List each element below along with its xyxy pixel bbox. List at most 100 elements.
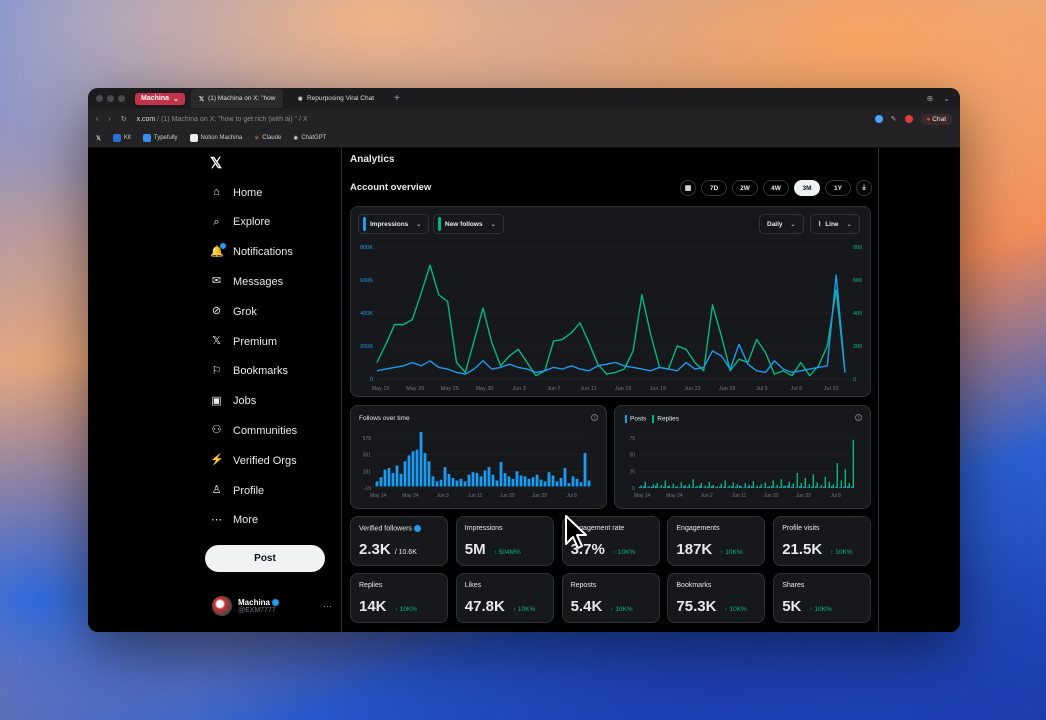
bar-replies xyxy=(692,479,694,488)
tab-repurposing[interactable]: ✺ Repurposing Viral Chat xyxy=(289,89,382,108)
sidebar-item-messages[interactable]: ✉ Messages xyxy=(210,275,283,288)
metric-card-replies[interactable]: Replies 14K ↑ 10K% xyxy=(350,573,448,623)
bar-posts xyxy=(763,487,765,489)
metric-card-bookmarks[interactable]: Bookmarks 75.3K ↑ 10K% xyxy=(667,573,766,623)
metric-card-reposts[interactable]: Reposts 5.4K ↑ 10K% xyxy=(561,573,660,623)
sidebar-item-explore[interactable]: ⌕ Explore xyxy=(210,216,270,229)
bar-follows xyxy=(547,472,551,487)
more-icon[interactable]: ··· xyxy=(323,601,332,611)
metric-card-engagements[interactable]: Engagements 187K ↑ 10K% xyxy=(667,516,766,566)
metric-card-profile-visits[interactable]: Profile visits 21.5K ↑ 10K% xyxy=(773,516,872,566)
browser-profile-pill[interactable]: Machina ⌄ xyxy=(135,92,185,105)
bar-follows xyxy=(463,481,467,487)
new-tab-button[interactable]: + xyxy=(394,93,400,104)
chart-style-dropdown[interactable]: ⌇ Line ⌄ xyxy=(810,214,860,234)
post-button[interactable]: Post xyxy=(205,545,325,572)
y-tick: 50 xyxy=(629,453,635,459)
range-4w[interactable]: 4W xyxy=(763,180,789,196)
sidebar-item-bookmarks[interactable]: ⚐ Bookmarks xyxy=(210,365,288,378)
bar-replies xyxy=(708,481,710,488)
sidebar-item-notifications[interactable]: 🔔 Notifications xyxy=(210,242,293,259)
claude-icon: ✳ xyxy=(254,135,260,142)
sidebar-item-label: Jobs xyxy=(233,395,257,408)
metric-card-likes[interactable]: Likes 47.8K ↑ 10K% xyxy=(455,573,554,623)
bookmark-kit[interactable]: Kit xyxy=(112,134,131,142)
bar-follows xyxy=(383,469,387,487)
maximize-window-button[interactable] xyxy=(118,95,125,102)
chevron-down-icon: ⌄ xyxy=(790,221,796,228)
calendar-button[interactable]: ▦ xyxy=(680,180,696,196)
x-logo-icon[interactable]: 𝕏 xyxy=(210,155,223,172)
bar-follows xyxy=(411,451,415,487)
sidebar-item-profile[interactable]: ♙ Profile xyxy=(210,484,265,497)
forward-icon[interactable]: › xyxy=(108,115,111,123)
range-1y[interactable]: 1Y xyxy=(825,180,851,196)
sidebar-item-premium[interactable]: 𝕏 Premium xyxy=(210,335,277,348)
adblock-icon[interactable] xyxy=(904,115,913,123)
bookmark-typefully[interactable]: Typefully xyxy=(142,134,178,142)
sidebar-item-verified-orgs[interactable]: ⚡ Verified Orgs xyxy=(210,454,297,467)
range-2w[interactable]: 2W xyxy=(732,180,758,196)
sidebar-item-home[interactable]: ⌂ Home xyxy=(210,186,262,199)
bar-follows xyxy=(499,462,503,487)
sidebar-item-communities[interactable]: ⚇ Communities xyxy=(210,424,298,437)
bar-follows xyxy=(399,473,403,487)
extension-icon[interactable] xyxy=(874,115,883,123)
x-logo-icon[interactable]: 𝕏 xyxy=(96,135,101,142)
bar-replies xyxy=(848,483,850,488)
pen-icon[interactable]: ✎ xyxy=(890,116,897,123)
url-field[interactable]: x.com / (1) Machina on X: "how to get ri… xyxy=(137,116,865,123)
bar-follows xyxy=(395,465,399,487)
range-7d[interactable]: 7D xyxy=(701,180,727,196)
bar-follows xyxy=(427,461,431,487)
bookmark-claude[interactable]: ✳ Claude xyxy=(254,135,281,142)
bar-posts xyxy=(639,486,641,488)
sidebar-item-grok[interactable]: ⊘ Grok xyxy=(210,305,257,318)
bar-posts xyxy=(671,487,673,489)
primary-metric-dropdown[interactable]: Impressions ⌄ xyxy=(358,214,430,234)
x-tick: Jun 7 xyxy=(547,386,560,392)
download-icon: ⤓ xyxy=(862,184,866,191)
page-content: 𝕏 ⌂ Home ⌕ Explore 🔔 Notifications ✉ Messages ⊘ G… xyxy=(88,148,960,632)
info-icon[interactable]: i xyxy=(591,414,598,421)
minimize-window-button[interactable] xyxy=(107,95,114,102)
x-tick: Jun 29 xyxy=(532,493,547,499)
bookmark-notion[interactable]: Notion Machina xyxy=(189,134,242,142)
x-tick: Jun 3 xyxy=(437,493,449,499)
tab-machina-on-x[interactable]: 𝕏 (1) Machina on X: "how xyxy=(190,89,284,108)
bar-posts xyxy=(771,486,773,489)
export-button[interactable]: ⤓ xyxy=(856,180,872,196)
info-icon[interactable]: i xyxy=(855,414,862,421)
metric-card-shares[interactable]: Shares 5K ↑ 10K% xyxy=(773,573,872,623)
download-icon[interactable]: ⊕ xyxy=(926,94,934,103)
profile-name: Machina xyxy=(141,95,170,102)
secondary-metric-dropdown[interactable]: New follows ⌄ xyxy=(433,214,504,234)
reload-icon[interactable]: ↻ xyxy=(120,116,127,123)
interval-dropdown[interactable]: Daily ⌄ xyxy=(759,214,804,234)
sidebar-item-label: Verified Orgs xyxy=(233,454,297,467)
sidebar-item-jobs[interactable]: ▣ Jobs xyxy=(210,395,256,408)
range-3m[interactable]: 3M xyxy=(794,180,820,196)
chevron-down-icon[interactable]: ⌄ xyxy=(943,94,950,103)
verified-badge-icon xyxy=(272,599,280,607)
bar-posts xyxy=(831,486,833,489)
lightning-icon: ⚡ xyxy=(210,454,224,467)
metric-card-impressions[interactable]: Impressions 5M ↑ 504M% xyxy=(455,516,554,566)
bar-replies xyxy=(668,485,670,488)
close-window-button[interactable] xyxy=(96,95,103,102)
chat-button[interactable]: ● Chat xyxy=(920,113,952,125)
bar-follows xyxy=(455,480,459,487)
metric-value-row: 5K ↑ 10K% xyxy=(782,598,832,615)
metric-delta: ↑ 10K% xyxy=(809,606,832,613)
bar-posts xyxy=(731,486,733,489)
account-switcher[interactable]: Machina @EXM7777 ··· xyxy=(212,596,332,616)
bookmark-chatgpt[interactable]: ✺ ChatGPT xyxy=(293,135,326,142)
extensions-area: ✎ ● Chat xyxy=(874,113,952,125)
sidebar-item-more[interactable]: ⋯ More xyxy=(210,514,258,527)
bar-posts xyxy=(679,487,681,489)
metric-card-verified-followers[interactable]: Verified followers 2.3K/ 10.6K xyxy=(350,516,448,566)
bar-posts xyxy=(779,486,781,488)
back-icon[interactable]: ‹ xyxy=(96,115,99,123)
bar-replies xyxy=(768,486,770,489)
bar-follows xyxy=(511,478,515,487)
